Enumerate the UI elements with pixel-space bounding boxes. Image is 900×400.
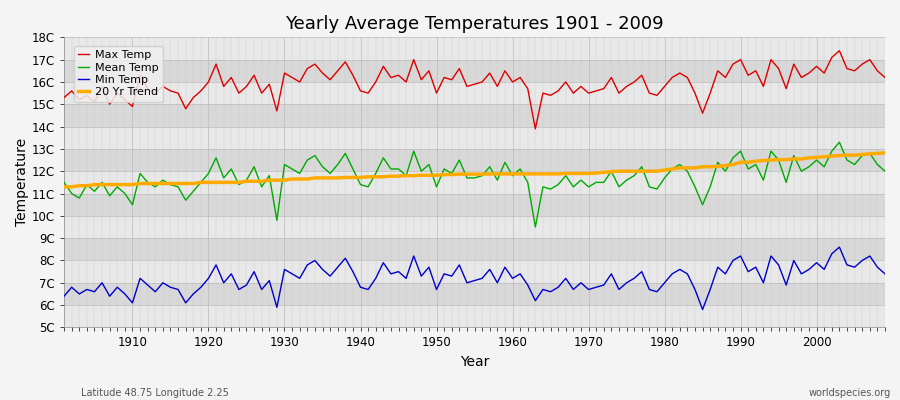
Min Temp	[834, 245, 845, 250]
Min Temp	[120, 292, 130, 296]
Y-axis label: Temperature: Temperature	[15, 138, 29, 226]
Bar	[64, 194, 885, 216]
Mean Temp	[879, 169, 890, 174]
Line: Mean Temp: Mean Temp	[64, 142, 885, 227]
Bar	[64, 305, 885, 328]
20 Yr Trend	[500, 172, 510, 176]
Min Temp	[332, 265, 343, 270]
Bar	[64, 37, 885, 60]
20 Yr Trend	[598, 170, 609, 175]
Bar	[64, 283, 885, 305]
Max Temp	[530, 126, 541, 131]
Min Temp	[500, 265, 510, 270]
20 Yr Trend	[287, 177, 298, 182]
Min Temp	[598, 283, 609, 288]
Bar	[64, 60, 885, 82]
Max Temp	[287, 75, 298, 80]
Bar	[64, 82, 885, 104]
Max Temp	[120, 98, 130, 102]
Bar	[64, 260, 885, 283]
Max Temp	[879, 75, 890, 80]
Min Temp	[507, 276, 517, 281]
20 Yr Trend	[879, 150, 890, 155]
20 Yr Trend	[332, 176, 343, 180]
Bar	[64, 149, 885, 171]
Legend: Max Temp, Mean Temp, Min Temp, 20 Yr Trend: Max Temp, Mean Temp, Min Temp, 20 Yr Tre…	[74, 46, 163, 102]
Max Temp	[507, 80, 517, 84]
Title: Yearly Average Temperatures 1901 - 2009: Yearly Average Temperatures 1901 - 2009	[285, 15, 664, 33]
Max Temp	[834, 48, 845, 53]
20 Yr Trend	[507, 172, 517, 176]
Max Temp	[500, 68, 510, 73]
Mean Temp	[606, 169, 616, 174]
Text: Latitude 48.75 Longitude 2.25: Latitude 48.75 Longitude 2.25	[81, 388, 229, 398]
Bar	[64, 238, 885, 260]
Bar	[64, 126, 885, 149]
Mean Temp	[58, 180, 69, 185]
Line: 20 Yr Trend: 20 Yr Trend	[64, 153, 885, 187]
Bar	[64, 104, 885, 126]
X-axis label: Year: Year	[460, 355, 490, 369]
Bar	[64, 216, 885, 238]
Min Temp	[58, 294, 69, 298]
20 Yr Trend	[58, 184, 69, 189]
Bar	[64, 171, 885, 194]
20 Yr Trend	[120, 182, 130, 187]
Mean Temp	[507, 173, 517, 178]
Mean Temp	[287, 166, 298, 171]
Text: worldspecies.org: worldspecies.org	[809, 388, 891, 398]
Min Temp	[287, 272, 298, 276]
Line: Max Temp: Max Temp	[64, 51, 885, 129]
Mean Temp	[120, 191, 130, 196]
Mean Temp	[834, 140, 845, 145]
Line: Min Temp: Min Temp	[64, 247, 885, 310]
Mean Temp	[500, 160, 510, 165]
Min Temp	[698, 307, 708, 312]
Min Temp	[879, 272, 890, 276]
Mean Temp	[332, 162, 343, 167]
Mean Temp	[530, 225, 541, 230]
Max Temp	[606, 75, 616, 80]
Max Temp	[58, 95, 69, 100]
Max Temp	[332, 68, 343, 73]
